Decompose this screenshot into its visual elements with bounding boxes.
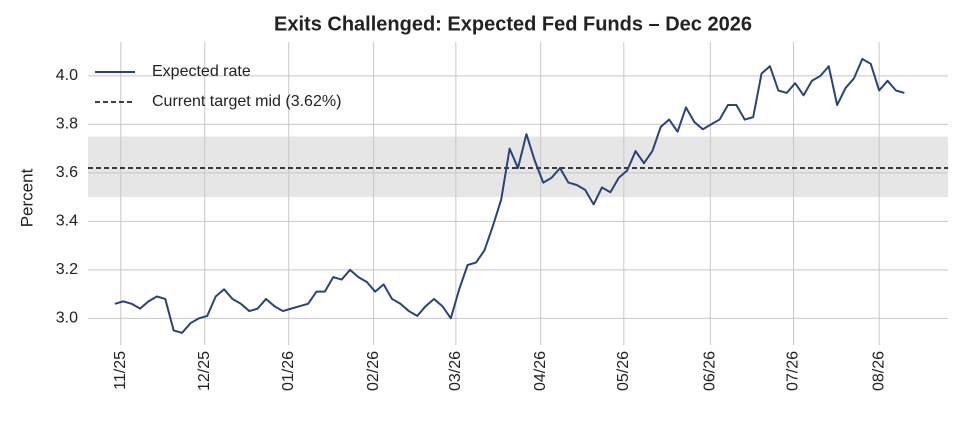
chart-title: Exits Challenged: Expected Fed Funds – D… bbox=[274, 13, 752, 35]
x-tick-label: 11/25 bbox=[112, 351, 129, 390]
x-tick-label: 08/26 bbox=[870, 351, 887, 391]
y-tick-label: 3.0 bbox=[56, 310, 78, 327]
data-line bbox=[114, 57, 905, 334]
y-tick-label: 4.0 bbox=[56, 67, 78, 84]
y-tick-label: 3.6 bbox=[56, 164, 78, 181]
x-tick-label: 06/26 bbox=[702, 351, 719, 391]
y-tick-label: 3.4 bbox=[56, 213, 78, 230]
x-tick-label: 03/26 bbox=[447, 351, 464, 391]
legend-label: Current target mid (3.62%) bbox=[152, 93, 341, 110]
x-tick-label: 02/26 bbox=[365, 351, 382, 391]
y-tick-label: 3.8 bbox=[56, 116, 78, 133]
y-axis-label: Percent bbox=[17, 168, 36, 227]
x-tick-label: 04/26 bbox=[532, 351, 549, 391]
x-tick-label: 12/25 bbox=[196, 351, 213, 391]
legend-label: Expected rate bbox=[152, 63, 251, 80]
x-tick-label: 07/26 bbox=[785, 351, 802, 391]
y-tick-label: 3.2 bbox=[56, 261, 78, 278]
x-tick-label: 05/26 bbox=[615, 351, 632, 391]
x-tick-label: 01/26 bbox=[280, 351, 297, 391]
